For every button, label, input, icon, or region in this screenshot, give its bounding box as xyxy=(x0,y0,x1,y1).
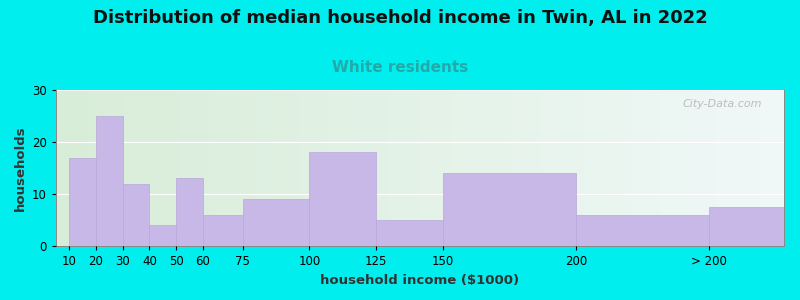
Text: Distribution of median household income in Twin, AL in 2022: Distribution of median household income … xyxy=(93,9,707,27)
Bar xyxy=(70,158,96,246)
Bar xyxy=(96,116,122,246)
Bar xyxy=(576,215,710,246)
Y-axis label: households: households xyxy=(14,125,26,211)
Bar xyxy=(176,178,202,246)
Bar xyxy=(310,152,376,246)
Bar xyxy=(150,225,176,246)
Bar xyxy=(122,184,150,246)
Text: City-Data.com: City-Data.com xyxy=(682,99,762,110)
X-axis label: household income ($1000): household income ($1000) xyxy=(321,274,519,286)
Text: White residents: White residents xyxy=(332,60,468,75)
Bar xyxy=(442,173,576,246)
Bar xyxy=(376,220,442,246)
Bar xyxy=(202,215,242,246)
Bar xyxy=(242,199,310,246)
Bar xyxy=(710,207,800,246)
